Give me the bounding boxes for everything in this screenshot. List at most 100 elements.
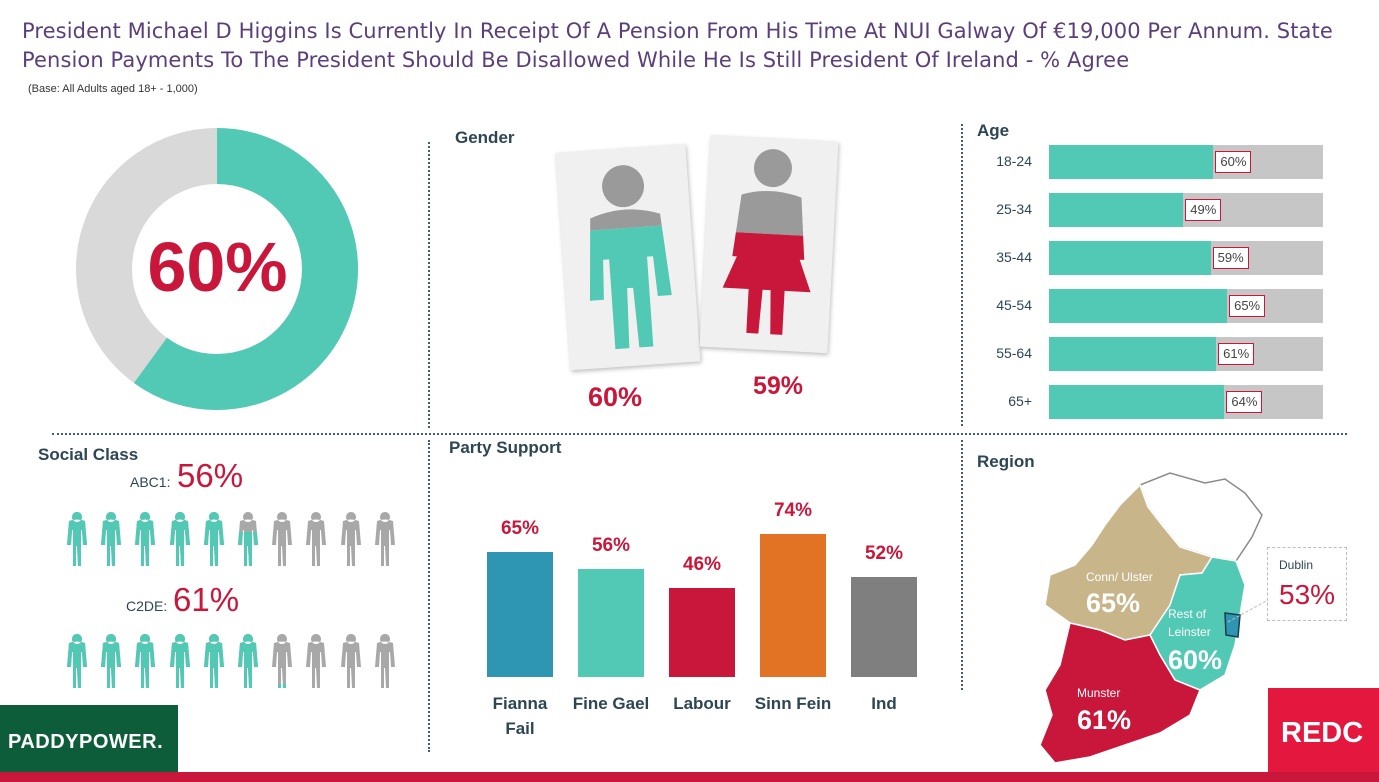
age-label: 18-24 [996,153,1032,169]
age-bar [1049,385,1225,419]
person-icon [135,512,156,566]
person-icon [203,634,224,688]
person-icon [238,634,258,688]
party-value-label: 56% [591,534,631,556]
gender-title: Gender [455,128,515,147]
divider-v2 [961,124,963,426]
conn-value: 65% [1086,588,1141,618]
age-value-label: 61% [1218,343,1255,365]
person-icon [272,512,293,566]
party-value-label: 74% [773,500,813,522]
person-icon [272,634,293,688]
person-icon [306,512,327,566]
person-icon [101,512,122,566]
age-bar-track: 61% [1049,337,1323,371]
person-icon [340,512,361,566]
age-label: 45-54 [996,297,1032,313]
age-bar [1049,193,1184,227]
divider-v3 [428,440,430,752]
party-value-label: 52% [864,542,904,564]
female-figure-icon [722,149,811,335]
donut-agree-arc [76,128,358,410]
age-label: 25-34 [996,201,1032,217]
male-card [555,143,701,371]
dublin-leader-line [1227,599,1269,623]
person-icon [67,512,87,566]
party-title: Party Support [449,438,562,457]
base-note: (Base: All Adults aged 18+ - 1,000) [28,83,198,95]
male-value: 60% [587,382,643,412]
person-icon [169,512,190,566]
age-bar [1049,145,1214,179]
paddypower-logo: PADDYPOWER. [0,705,178,772]
munster-region [1039,622,1201,764]
redc-logo-text: REDC [1281,717,1364,749]
party-value-label: 46% [682,554,722,576]
leinster-label-2: Leinster [1168,625,1211,639]
person-icon [67,634,87,688]
age-bar-track: 59% [1049,241,1323,275]
region-title: Region [977,452,1035,471]
age-value-label: 60% [1215,151,1252,173]
age-title: Age [977,121,1010,140]
overall-value: 60% [147,228,288,306]
age-bar [1049,289,1228,323]
person-icon [203,512,224,566]
age-bar-track: 49% [1049,193,1323,227]
party-category-label: Labour [673,694,731,713]
footer-bar [0,772,1379,782]
party-bar [669,588,735,677]
redc-logo: REDC [1268,688,1379,772]
age-bar-track: 60% [1049,145,1323,179]
social-title: Social Class [38,445,139,464]
age-label: 65+ [1008,393,1032,409]
person-icon [374,512,395,566]
party-category-label: Sinn Fein [754,694,832,713]
party-bar [760,534,826,677]
divider-v1 [428,142,430,428]
party-bar [487,551,553,677]
abc1-value: 56% [177,457,244,494]
party-bar [851,576,917,677]
munster-value: 61% [1077,705,1132,735]
dublin-callout: Dublin 53% [1267,547,1347,621]
overall-donut [76,128,358,410]
divider-v4 [961,440,963,690]
ireland-map [1039,472,1263,764]
dublin-label: Dublin [1279,558,1314,572]
leinster-value: 60% [1168,645,1223,675]
dublin-value: 53% [1279,579,1336,610]
age-label: 35-44 [996,249,1032,265]
party-category-label: Fine Gael [572,694,650,713]
person-icon [374,634,395,688]
age-bar-track: 65% [1049,289,1323,323]
party-value-label: 65% [500,517,540,539]
party-category-label: Fianna Fail [492,694,548,738]
age-bar [1049,337,1217,371]
female-value: 59% [752,372,804,400]
abc1-label: ABC1: [130,474,171,490]
page-title: President Michael D Higgins Is Currently… [22,19,1333,72]
munster-label: Munster [1077,686,1121,700]
c2de-value: 61% [173,581,240,618]
age-value-label: 65% [1229,295,1266,317]
age-bar-track: 64% [1049,385,1323,419]
person-icon [238,512,258,566]
dublin-region [1224,612,1241,638]
party-bar [578,568,644,677]
male-figure-icon [589,165,672,350]
person-icon [135,634,156,688]
paddypower-logo-text: PADDYPOWER. [8,731,164,753]
female-card [699,134,839,354]
age-value-label: 59% [1212,247,1249,269]
person-icon [101,634,122,688]
age-label: 55-64 [996,345,1032,361]
person-icon [306,634,327,688]
c2de-label: C2DE: [126,598,168,614]
conn-label: Conn/ Ulster [1086,570,1153,584]
leinster-label-1: Rest of [1168,607,1207,621]
divider-h [52,433,1347,435]
age-value-label: 64% [1226,391,1263,413]
person-icon [340,634,361,688]
party-category-label: Ind [871,694,897,713]
